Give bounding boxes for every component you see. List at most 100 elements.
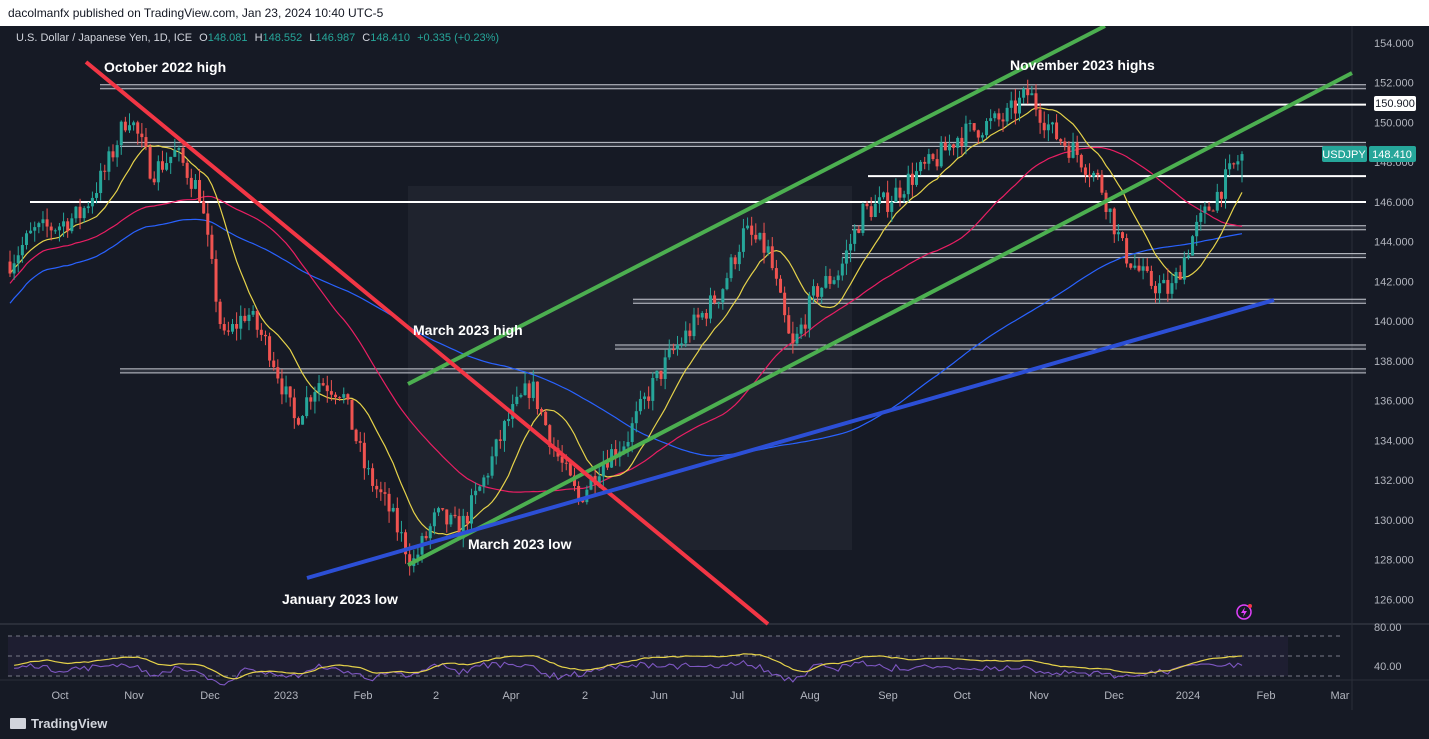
- candle-body: [127, 125, 131, 131]
- candle-body: [181, 147, 185, 163]
- candle-body: [931, 154, 935, 160]
- channel-upper-line[interactable]: [407, 24, 1106, 386]
- candle-body: [82, 208, 86, 219]
- candle-body: [189, 177, 193, 189]
- candle-body: [729, 257, 733, 279]
- candle-body: [74, 206, 78, 219]
- candle-body: [334, 394, 338, 398]
- candle-body: [919, 161, 923, 172]
- lightning-icon[interactable]: [1236, 604, 1252, 620]
- candle-body: [840, 263, 844, 276]
- time-tick: Nov: [1029, 690, 1049, 702]
- candle-body: [737, 251, 741, 265]
- candle-body: [379, 489, 383, 493]
- candle-body: [1178, 272, 1182, 280]
- candle-body: [659, 370, 663, 379]
- candle-body: [861, 203, 865, 233]
- ma-long-line: [9, 218, 1243, 457]
- rsi-line: [14, 659, 1243, 686]
- candle-body: [1100, 174, 1104, 193]
- candle-body: [873, 203, 877, 217]
- level-band: [842, 253, 1366, 258]
- candle-body: [255, 310, 259, 330]
- candle-body: [676, 344, 680, 350]
- candle-body: [824, 276, 828, 288]
- candle-body: [671, 349, 675, 351]
- candle-body: [358, 441, 362, 443]
- candlestick-series: [8, 79, 1244, 576]
- chart-area[interactable]: October 2022 high November 2023 highs Ma…: [0, 24, 1429, 710]
- price-badge-bg: [1369, 146, 1416, 162]
- annotation-oct2022-high: October 2022 high: [104, 59, 226, 75]
- candle-body: [667, 349, 671, 358]
- candle-body: [622, 446, 626, 452]
- candle-body: [704, 313, 708, 319]
- rsi-pane[interactable]: 80.00 40.00: [8, 622, 1402, 686]
- candle-body: [1112, 208, 1116, 235]
- candle-body: [1034, 93, 1038, 110]
- highlight-zone: [408, 186, 852, 550]
- candle-body: [721, 289, 725, 303]
- downtrend-line[interactable]: [84, 60, 770, 626]
- candle-body: [960, 137, 964, 147]
- candle-body: [886, 192, 890, 212]
- candle-body: [1005, 107, 1009, 122]
- candle-body: [795, 333, 799, 344]
- rsi-ma-line: [14, 653, 1243, 680]
- time-tick: Nov: [124, 690, 144, 702]
- candle-body: [914, 171, 918, 185]
- time-axis[interactable]: Oct Nov Dec 2023 Feb 2 Apr 2 Jun Jul Aug Sep Oct Nov D…: [51, 690, 1349, 702]
- candle-body: [758, 232, 762, 240]
- current-price-badge: USDJPY 148.410: [1322, 146, 1416, 162]
- candle-body: [33, 227, 37, 231]
- candle-body: [964, 123, 968, 147]
- candle-body: [478, 486, 482, 491]
- high-value: 148.552: [263, 32, 303, 44]
- candle-body: [626, 441, 630, 447]
- candle-body: [1017, 97, 1021, 114]
- candle-body: [803, 324, 807, 329]
- candle-body: [1046, 124, 1050, 131]
- candle-body: [268, 336, 272, 361]
- candle-body: [115, 145, 119, 158]
- candle-body: [49, 226, 53, 231]
- annotation-mar2023-low: March 2023 low: [468, 536, 572, 552]
- tradingview-logo[interactable]: TradingView: [10, 716, 107, 731]
- candle-body: [1092, 172, 1096, 177]
- candle-body: [853, 229, 857, 244]
- candle-body: [338, 397, 342, 399]
- candle-body: [877, 197, 881, 204]
- candle-body: [62, 221, 66, 227]
- time-tick: 2: [582, 690, 588, 702]
- price-tick: 144.000: [1374, 237, 1414, 249]
- candle-body: [844, 250, 848, 264]
- candle-body: [820, 287, 824, 297]
- candle-body: [90, 197, 94, 207]
- channel-lower-line[interactable]: [407, 71, 1353, 567]
- candle-body: [882, 192, 886, 198]
- candle-body: [700, 313, 704, 318]
- candle-body: [898, 187, 902, 198]
- price-tick: 132.000: [1374, 475, 1414, 487]
- candle-body: [1174, 272, 1178, 284]
- candle-body: [317, 383, 321, 393]
- low-value: 146.987: [315, 32, 355, 44]
- candle-body: [29, 230, 33, 234]
- candle-body: [284, 386, 288, 395]
- price-chart-svg[interactable]: October 2022 high November 2023 highs Ma…: [0, 24, 1429, 710]
- candle-body: [95, 193, 99, 198]
- candle-body: [811, 286, 815, 296]
- time-tick: Feb: [354, 690, 373, 702]
- candle-body: [741, 228, 745, 252]
- candle-body: [614, 449, 618, 457]
- uptrend-line[interactable]: [306, 298, 1275, 580]
- candle-body: [663, 357, 667, 379]
- candle-body: [247, 314, 251, 322]
- candle-body: [169, 156, 173, 164]
- price-axis[interactable]: 154.000152.000150.000148.000146.000144.0…: [1374, 38, 1414, 606]
- candle-body: [206, 213, 210, 235]
- candle-body: [173, 149, 177, 157]
- candle-body: [1219, 191, 1223, 199]
- candle-body: [296, 418, 300, 425]
- candle-body: [214, 258, 218, 302]
